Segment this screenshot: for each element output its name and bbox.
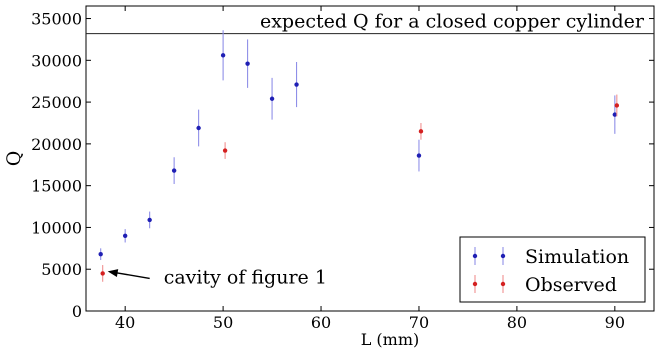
y-tick-label: 20000 [31,135,82,154]
data-point [122,233,128,238]
x-tick-label: 60 [311,313,331,332]
data-point [269,96,275,101]
data-point [612,112,618,117]
y-tick-label: 15000 [31,177,82,196]
legend-marker [500,281,506,287]
data-point [220,53,226,58]
y-axis-label: Q [3,151,25,167]
x-tick-label: 40 [115,313,135,332]
data-point [222,148,228,153]
data-point [614,103,620,108]
y-tick-label: 25000 [31,93,82,112]
series-simulation [98,30,618,261]
annotation: cavity of figure 1 [107,266,327,288]
data-point [294,82,299,87]
data-point [147,217,152,223]
x-tick-label: 80 [507,313,527,332]
data-point [416,153,422,158]
data-point [171,168,177,173]
y-tick-label: 0 [72,302,82,321]
annotation-arrow [115,272,150,280]
plot-frame [85,5,655,312]
y-tick-label: 10000 [31,218,82,237]
annotation-text: cavity of figure 1 [164,266,327,288]
data-point [100,271,105,276]
series-observed [100,94,620,282]
x-axis-label: L (mm) [361,330,420,349]
x-tick-label: 90 [605,313,625,332]
reference-line-label: expected Q for a closed copper cylinder [260,11,645,33]
legend-marker [472,253,478,259]
annotation-arrowhead [107,269,119,277]
data-point [418,129,424,134]
y-axis-ticks: 0 5000 10000 15000 20000 25000 30000 35000 [31,10,654,321]
legend: Simulation Observed [459,236,646,303]
legend-item-simulation: Simulation [472,246,629,268]
data-point [196,125,201,131]
y-tick-label: 30000 [31,51,82,70]
legend-item-observed: Observed [472,274,617,296]
data-point [245,61,250,66]
data-point [98,251,103,257]
y-tick-label: 35000 [31,10,82,29]
x-axis-ticks: 40 50 60 70 80 90 [115,6,625,332]
legend-marker [472,281,478,287]
data-series [98,30,620,282]
legend-label: Simulation [525,246,629,268]
legend-label: Observed [525,274,617,296]
x-tick-label: 70 [409,313,429,332]
x-tick-label: 50 [213,313,233,332]
legend-box [459,236,646,303]
y-tick-label: 5000 [41,260,82,279]
legend-marker [500,253,506,259]
